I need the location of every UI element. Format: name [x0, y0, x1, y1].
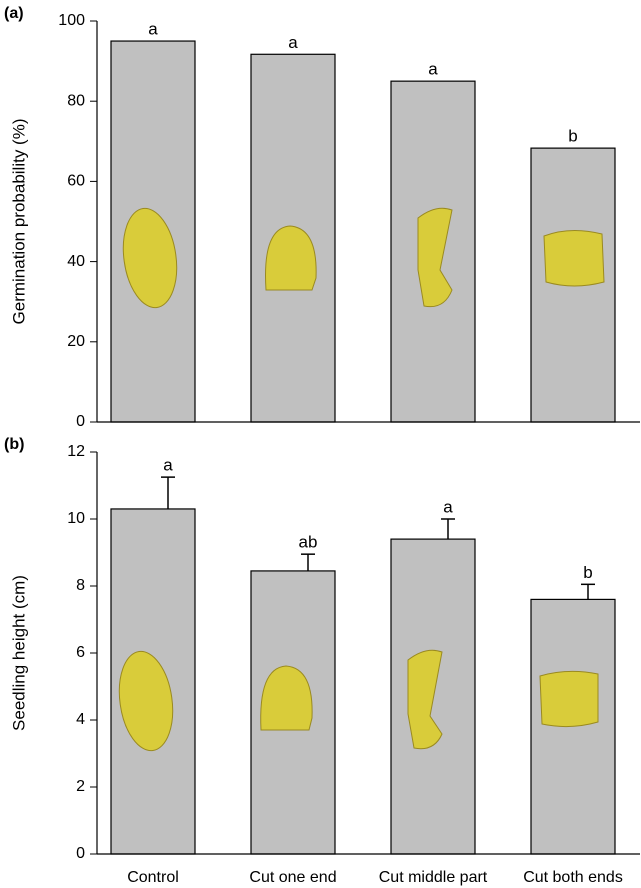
y-tick-label: 0	[76, 413, 85, 430]
y-tick-label: 4	[76, 711, 85, 728]
x-tick-label: Control	[127, 869, 179, 886]
y-tick-label: 40	[67, 253, 85, 270]
significance-letter: b	[583, 563, 592, 582]
error-bar	[301, 554, 315, 571]
error-bar	[161, 477, 175, 509]
y-axis-label: Germination probability (%)	[9, 119, 28, 325]
y-tick-label: 0	[76, 845, 85, 862]
panel-label: (b)	[4, 436, 24, 453]
figure: (a)Germination probability (%)0204060801…	[0, 0, 641, 888]
error-bar	[441, 519, 455, 539]
error-bar	[581, 584, 595, 599]
y-tick-label: 100	[58, 12, 85, 29]
y-tick-label: 8	[76, 577, 85, 594]
y-tick-label: 60	[67, 173, 85, 190]
significance-letter: a	[428, 60, 438, 79]
seed-photo	[540, 671, 598, 726]
y-tick-label: 20	[67, 333, 85, 350]
seed-photo	[544, 230, 604, 286]
significance-letter: a	[163, 456, 173, 475]
x-tick-label: Cut one end	[249, 869, 336, 886]
plot-layer: (a)Germination probability (%)0204060801…	[4, 5, 640, 886]
y-tick-label: 12	[67, 443, 85, 460]
y-tick-label: 80	[67, 92, 85, 109]
significance-letter: b	[568, 127, 577, 146]
significance-letter: a	[148, 20, 158, 39]
y-tick-label: 2	[76, 778, 85, 795]
y-tick-label: 10	[67, 510, 85, 527]
significance-letter: a	[443, 497, 453, 516]
panel-label: (a)	[4, 5, 24, 22]
y-tick-label: 6	[76, 644, 85, 661]
significance-letter: a	[288, 33, 298, 52]
significance-letter: ab	[299, 533, 318, 552]
x-tick-label: Cut both ends	[523, 869, 623, 886]
x-tick-label: Cut middle part	[379, 869, 488, 886]
y-axis-label: Seedling height (cm)	[9, 575, 28, 731]
